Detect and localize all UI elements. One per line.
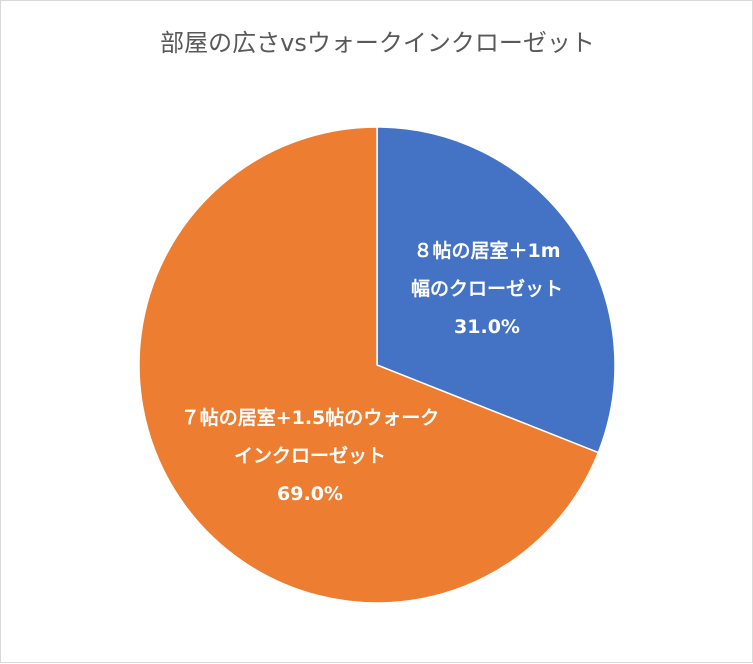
pie-slice-1: [376, 126, 616, 454]
data-label-1-line-1: ８帖の居室＋1m: [413, 239, 560, 262]
data-label-1-line-2: 幅のクローゼット: [411, 277, 563, 300]
pie-slice-2: [138, 126, 600, 604]
data-label-2-line-1: ７帖の居室+1.5帖のウォーク: [181, 406, 440, 429]
data-label-percent-2: 69.0%: [277, 483, 343, 505]
data-label-2-line-2: インクローゼット: [234, 444, 386, 467]
chart-title: 部屋の広さvsウォークインクローゼット: [160, 29, 595, 57]
data-label-percent-1: 31.0%: [454, 316, 520, 338]
